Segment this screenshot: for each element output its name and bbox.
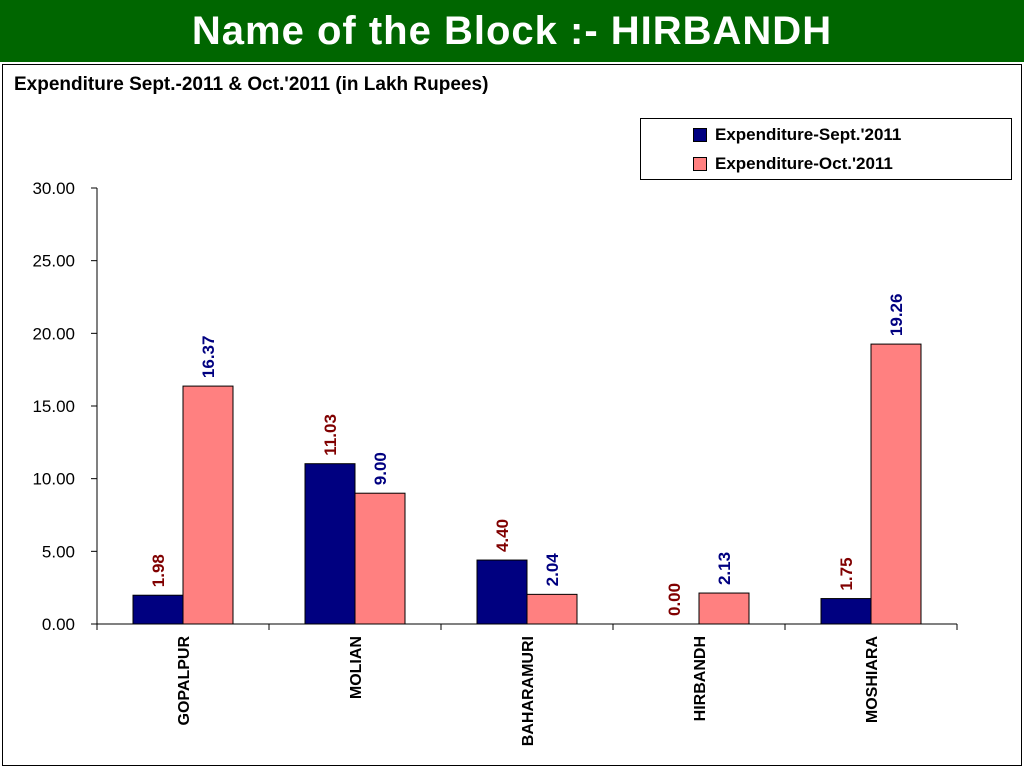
bar	[698, 592, 750, 625]
bar	[182, 385, 234, 625]
legend-item-sept: Expenditure-Sept.'2011	[693, 125, 901, 145]
bar	[870, 343, 922, 625]
bar	[820, 598, 872, 625]
chart-frame	[2, 64, 1022, 766]
page-title: Name of the Block :- HIRBANDH	[0, 0, 1024, 62]
bar	[132, 594, 184, 625]
y-tick-label: 15.00	[32, 397, 75, 416]
bar	[304, 463, 356, 625]
chart-legend: Expenditure-Sept.'2011 Expenditure-Oct.'…	[640, 118, 1012, 180]
bar	[526, 593, 578, 625]
y-tick-label: 30.00	[32, 179, 75, 198]
chart-title: Expenditure Sept.-2011 & Oct.'2011 (in L…	[14, 74, 489, 95]
data-label: 0.00	[665, 583, 684, 616]
legend-swatch-oct	[693, 157, 707, 171]
data-label: 16.37	[199, 336, 218, 379]
legend-item-oct: Expenditure-Oct.'2011	[693, 154, 893, 174]
legend-swatch-sept	[693, 128, 707, 142]
legend-label-oct: Expenditure-Oct.'2011	[715, 154, 893, 173]
y-tick-label: 0.00	[42, 615, 75, 634]
category-label: GOPALPUR	[176, 636, 193, 726]
bar	[476, 559, 528, 625]
data-label: 19.26	[887, 294, 906, 337]
data-label: 2.04	[543, 553, 562, 587]
data-label: 1.75	[837, 557, 856, 590]
data-label: 11.03	[321, 414, 340, 456]
category-label: HIRBANDH	[692, 636, 709, 721]
data-label: 9.00	[371, 452, 390, 485]
data-label: 4.40	[493, 519, 512, 552]
data-label: 1.98	[149, 554, 168, 587]
y-tick-label: 20.00	[32, 324, 75, 343]
y-tick-label: 5.00	[42, 542, 75, 561]
y-tick-label: 10.00	[32, 470, 75, 489]
data-label: 2.13	[715, 552, 734, 585]
legend-label-sept: Expenditure-Sept.'2011	[715, 125, 902, 144]
y-tick-label: 25.00	[32, 252, 75, 271]
category-label: BAHARAMURI	[520, 636, 537, 746]
category-label: MOLIAN	[348, 636, 365, 699]
bar	[354, 492, 406, 625]
category-label: MOSHIARA	[864, 636, 881, 724]
